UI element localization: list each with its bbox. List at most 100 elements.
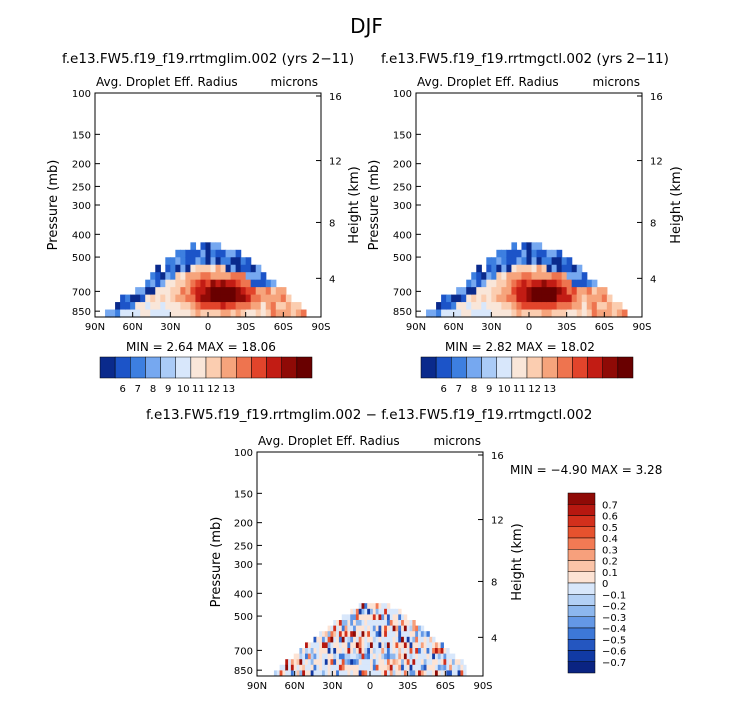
field-cell <box>389 670 394 677</box>
field-cell <box>235 249 242 258</box>
field-cell <box>381 659 385 666</box>
field-cell <box>296 664 300 671</box>
field-cell <box>190 279 197 288</box>
field-cell <box>541 302 548 311</box>
field-cell <box>338 664 343 671</box>
field-cell <box>496 279 502 288</box>
field-cell <box>347 636 351 643</box>
field-cell <box>426 309 432 318</box>
field-cell <box>466 302 472 311</box>
field-cell <box>551 264 558 273</box>
field-cell <box>305 648 309 655</box>
field-cell <box>347 614 351 621</box>
field-cell <box>451 302 457 311</box>
field-cell <box>375 620 379 627</box>
field-cell <box>250 287 257 296</box>
field-cell <box>270 309 277 318</box>
field-cell <box>412 659 416 666</box>
field-cell <box>355 648 360 655</box>
field-cell <box>358 664 363 671</box>
field-cell <box>436 302 442 311</box>
field-cell <box>220 279 227 288</box>
field-cell <box>581 309 588 318</box>
field-cell <box>372 603 377 610</box>
colorbar-label: 9 <box>486 384 492 395</box>
field-cell <box>175 279 181 288</box>
field-cell <box>338 636 343 643</box>
field-cell <box>420 653 425 660</box>
field-cell <box>370 642 374 649</box>
field-cell <box>288 664 292 671</box>
field-cell <box>319 664 323 671</box>
field-cell <box>361 670 365 677</box>
field-cell <box>255 272 262 281</box>
field-cell <box>333 636 337 643</box>
field-cell <box>420 659 425 666</box>
y2-tick-label: 12 <box>329 157 342 168</box>
field-cell <box>355 625 360 632</box>
field-cell <box>130 302 136 311</box>
field-cell <box>521 302 528 311</box>
field-cell <box>436 309 442 318</box>
field-cell <box>454 664 459 671</box>
field-cell <box>205 249 212 258</box>
field-cell <box>353 648 357 655</box>
field-cell <box>361 603 365 610</box>
y-tick-label: 500 <box>72 253 91 264</box>
field-cell <box>347 642 351 649</box>
y-tick-label: 100 <box>234 448 253 459</box>
field-cell <box>531 249 538 258</box>
field-cell <box>130 294 136 303</box>
colorbar-swatch <box>572 356 588 379</box>
field-cell <box>476 279 482 288</box>
field-cell <box>330 659 334 666</box>
field-cell <box>486 257 492 266</box>
field-cell <box>185 257 192 266</box>
field-cell <box>333 664 337 671</box>
colorbar-swatch <box>466 356 482 379</box>
field-cell <box>165 264 171 273</box>
field-cell <box>491 279 497 288</box>
field-cell <box>546 287 553 296</box>
field-cell <box>551 257 558 266</box>
field-cell <box>245 279 252 288</box>
colorbar-label: −0.3 <box>602 613 626 624</box>
field-cell <box>392 620 396 627</box>
field-cell <box>344 659 348 666</box>
field-cell <box>461 309 467 318</box>
field-cell <box>460 670 464 677</box>
colorbar-swatch <box>190 356 207 379</box>
field-cell <box>418 625 422 632</box>
field-cell <box>441 309 447 318</box>
field-cell <box>440 659 444 666</box>
field-cell <box>556 272 563 281</box>
x-tick-label: 0 <box>367 681 373 692</box>
field-cell <box>336 659 340 666</box>
field-cell <box>378 631 382 638</box>
field-cell <box>389 653 394 660</box>
field-cell <box>327 636 331 643</box>
field-cell <box>556 287 563 296</box>
field-cell <box>561 279 568 288</box>
field-cell <box>160 302 166 311</box>
field-cell <box>426 664 430 671</box>
field-cell <box>341 636 346 643</box>
field-cell <box>461 302 467 311</box>
colorbar-label: 0.4 <box>602 534 618 545</box>
field-cell <box>546 264 553 273</box>
field-cell <box>516 257 523 266</box>
field-cell <box>145 302 151 311</box>
field-cell <box>378 670 382 677</box>
field-cell <box>220 309 227 318</box>
colorbar-swatch <box>567 549 596 561</box>
field-cell <box>566 287 573 296</box>
field-cell <box>355 670 360 677</box>
panel1-units: microns <box>271 75 319 89</box>
field-cell <box>384 620 388 627</box>
field-cell <box>225 272 232 281</box>
field-cell <box>299 659 303 666</box>
field-cell <box>324 659 329 666</box>
field-cell <box>135 302 141 311</box>
field-cell <box>290 302 297 311</box>
